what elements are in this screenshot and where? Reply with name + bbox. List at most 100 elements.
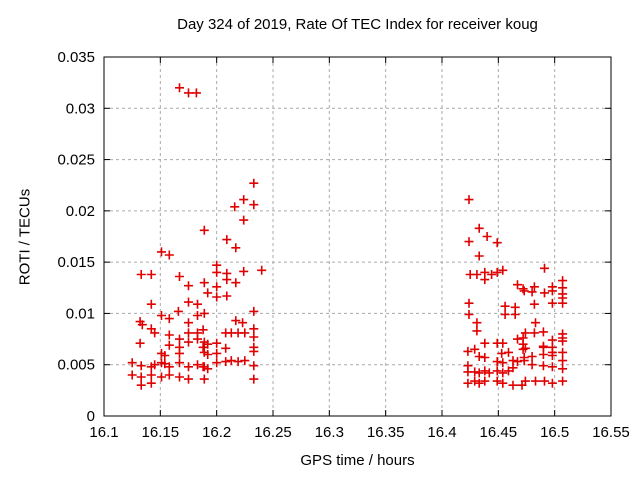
data-point: [538, 341, 548, 351]
data-point: [175, 334, 184, 344]
data-point: [157, 247, 166, 257]
data-point: [518, 344, 528, 354]
data-point: [164, 250, 174, 260]
data-point: [226, 356, 236, 366]
data-point: [212, 292, 222, 302]
x-tick-label: 16.3: [315, 424, 344, 441]
data-point: [480, 353, 490, 362]
data-point: [480, 275, 490, 285]
data-point: [474, 251, 484, 261]
data-point: [175, 348, 184, 358]
data-point: [136, 380, 146, 390]
data-point: [249, 324, 259, 334]
data-point: [474, 223, 484, 233]
data-point: [249, 306, 259, 316]
data-point: [558, 336, 568, 346]
data-point: [150, 328, 160, 338]
data-point: [198, 342, 208, 352]
data-point: [540, 288, 549, 298]
data-point: [547, 378, 557, 388]
data-point: [510, 310, 520, 319]
data-point: [538, 350, 548, 359]
data-point: [249, 200, 259, 210]
data-point: [513, 357, 522, 367]
data-point: [464, 298, 474, 308]
data-point: [508, 363, 518, 373]
data-point: [157, 311, 166, 320]
y-tick-label: 0.035: [57, 49, 95, 66]
data-point: [463, 346, 473, 356]
data-point: [222, 275, 232, 285]
data-point: [184, 337, 193, 347]
data-point: [203, 339, 213, 349]
data-point: [203, 288, 213, 298]
data-point: [184, 318, 193, 328]
data-point: [547, 362, 557, 372]
data-point: [221, 357, 231, 367]
data-point: [498, 265, 508, 275]
data-point: [184, 281, 193, 291]
data-point: [175, 83, 184, 93]
data-point: [518, 284, 528, 294]
y-tick-label: 0.005: [57, 357, 95, 374]
data-point: [238, 318, 248, 328]
data-point: [463, 378, 473, 388]
data-point: [212, 338, 222, 348]
x-tick-label: 16.45: [480, 424, 518, 441]
data-point: [547, 298, 557, 308]
data-point: [136, 270, 146, 279]
data-point: [212, 282, 222, 292]
data-point: [513, 334, 522, 344]
data-point: [184, 362, 193, 372]
chart-title: Day 324 of 2019, Rate Of TEC Index for r…: [177, 16, 538, 33]
data-point: [164, 330, 174, 340]
data-point: [239, 195, 249, 205]
data-point: [519, 356, 529, 366]
data-point: [199, 308, 209, 318]
data-point: [230, 202, 240, 212]
data-point: [127, 358, 137, 368]
data-point: [173, 306, 183, 316]
data-point: [146, 270, 156, 279]
data-point: [547, 286, 557, 296]
data-point: [474, 378, 484, 388]
data-point: [175, 372, 184, 382]
data-point: [212, 267, 222, 277]
data-point: [464, 195, 474, 205]
data-point: [127, 370, 137, 380]
data-point: [474, 352, 484, 361]
data-point: [240, 328, 250, 338]
data-point: [500, 301, 510, 311]
data-point: [175, 358, 184, 368]
data-point: [249, 361, 259, 371]
data-point: [558, 298, 568, 308]
y-tick-label: 0.015: [57, 254, 95, 271]
data-point: [472, 326, 482, 336]
data-point: [472, 318, 482, 328]
data-point: [231, 316, 241, 326]
x-tick-label: 16.4: [427, 424, 456, 441]
data-point: [175, 272, 184, 281]
data-point: [157, 372, 166, 382]
data-point: [558, 356, 568, 366]
x-tick-label: 16.15: [142, 424, 180, 441]
data-point: [558, 347, 568, 357]
data-point: [464, 237, 474, 247]
data-point: [529, 282, 539, 292]
y-tick-label: 0.025: [57, 152, 95, 169]
data-point: [212, 348, 222, 358]
data-point: [257, 265, 267, 275]
data-point: [527, 352, 537, 361]
data-point: [487, 270, 497, 279]
data-point: [531, 376, 540, 386]
data-point: [184, 88, 193, 98]
data-point: [492, 238, 502, 248]
data-point: [222, 291, 232, 301]
data-point: [198, 325, 208, 335]
x-tick-label: 16.55: [592, 424, 630, 441]
data-point: [203, 350, 213, 359]
data-point: [164, 314, 174, 324]
data-point: [480, 338, 490, 348]
